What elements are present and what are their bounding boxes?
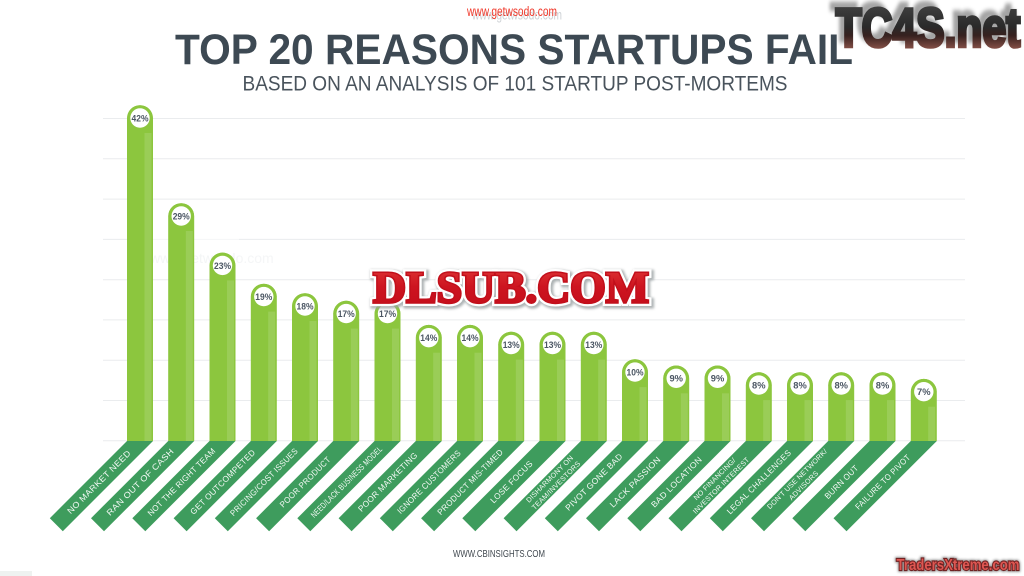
svg-text:17%: 17% bbox=[338, 309, 355, 320]
svg-text:19%: 19% bbox=[255, 292, 272, 303]
svg-text:13%: 13% bbox=[585, 340, 602, 351]
svg-text:TC4S.net: TC4S.net bbox=[836, 0, 1021, 59]
svg-text:17%: 17% bbox=[379, 309, 396, 320]
svg-text:23%: 23% bbox=[214, 261, 231, 272]
svg-text:www.getwsodo.com: www.getwsodo.com bbox=[471, 8, 562, 23]
svg-text:8%: 8% bbox=[834, 381, 848, 392]
svg-text:13%: 13% bbox=[544, 340, 561, 351]
svg-text:42%: 42% bbox=[132, 113, 149, 124]
svg-text:8%: 8% bbox=[752, 381, 766, 392]
svg-text:9%: 9% bbox=[711, 374, 725, 385]
svg-text:13%: 13% bbox=[503, 340, 520, 351]
svg-text:DLSUB.COM: DLSUB.COM bbox=[373, 262, 649, 312]
svg-text:7%: 7% bbox=[917, 387, 931, 398]
svg-text:8%: 8% bbox=[876, 381, 890, 392]
svg-text:TradersXtreme.com: TradersXtreme.com bbox=[897, 557, 1020, 574]
svg-text:DLSUB.COM: DLSUB.COM bbox=[375, 264, 651, 314]
svg-text:TC4S.net: TC4S.net bbox=[831, 0, 1016, 53]
svg-text:TradersXtreme.com: TradersXtreme.com bbox=[897, 557, 1020, 574]
svg-text:14%: 14% bbox=[420, 333, 437, 344]
svg-text:9%: 9% bbox=[669, 374, 683, 385]
svg-text:TOP 20 REASONS STARTUPS FAIL: TOP 20 REASONS STARTUPS FAIL bbox=[175, 26, 853, 73]
svg-text:29%: 29% bbox=[173, 211, 190, 222]
svg-text:18%: 18% bbox=[297, 301, 314, 312]
svg-text:DLSUB.COM: DLSUB.COM bbox=[373, 262, 649, 312]
svg-text:www.getwsodo.com: www.getwsodo.com bbox=[466, 4, 557, 19]
svg-text:10%: 10% bbox=[627, 368, 644, 379]
svg-text:WWW.CBINSIGHTS.COM: WWW.CBINSIGHTS.COM bbox=[453, 548, 545, 560]
svg-text:8%: 8% bbox=[793, 381, 807, 392]
svg-text:14%: 14% bbox=[462, 333, 479, 344]
svg-text:BASED ON AN ANALYSIS OF 101 ST: BASED ON AN ANALYSIS OF 101 STARTUP POST… bbox=[243, 72, 788, 96]
